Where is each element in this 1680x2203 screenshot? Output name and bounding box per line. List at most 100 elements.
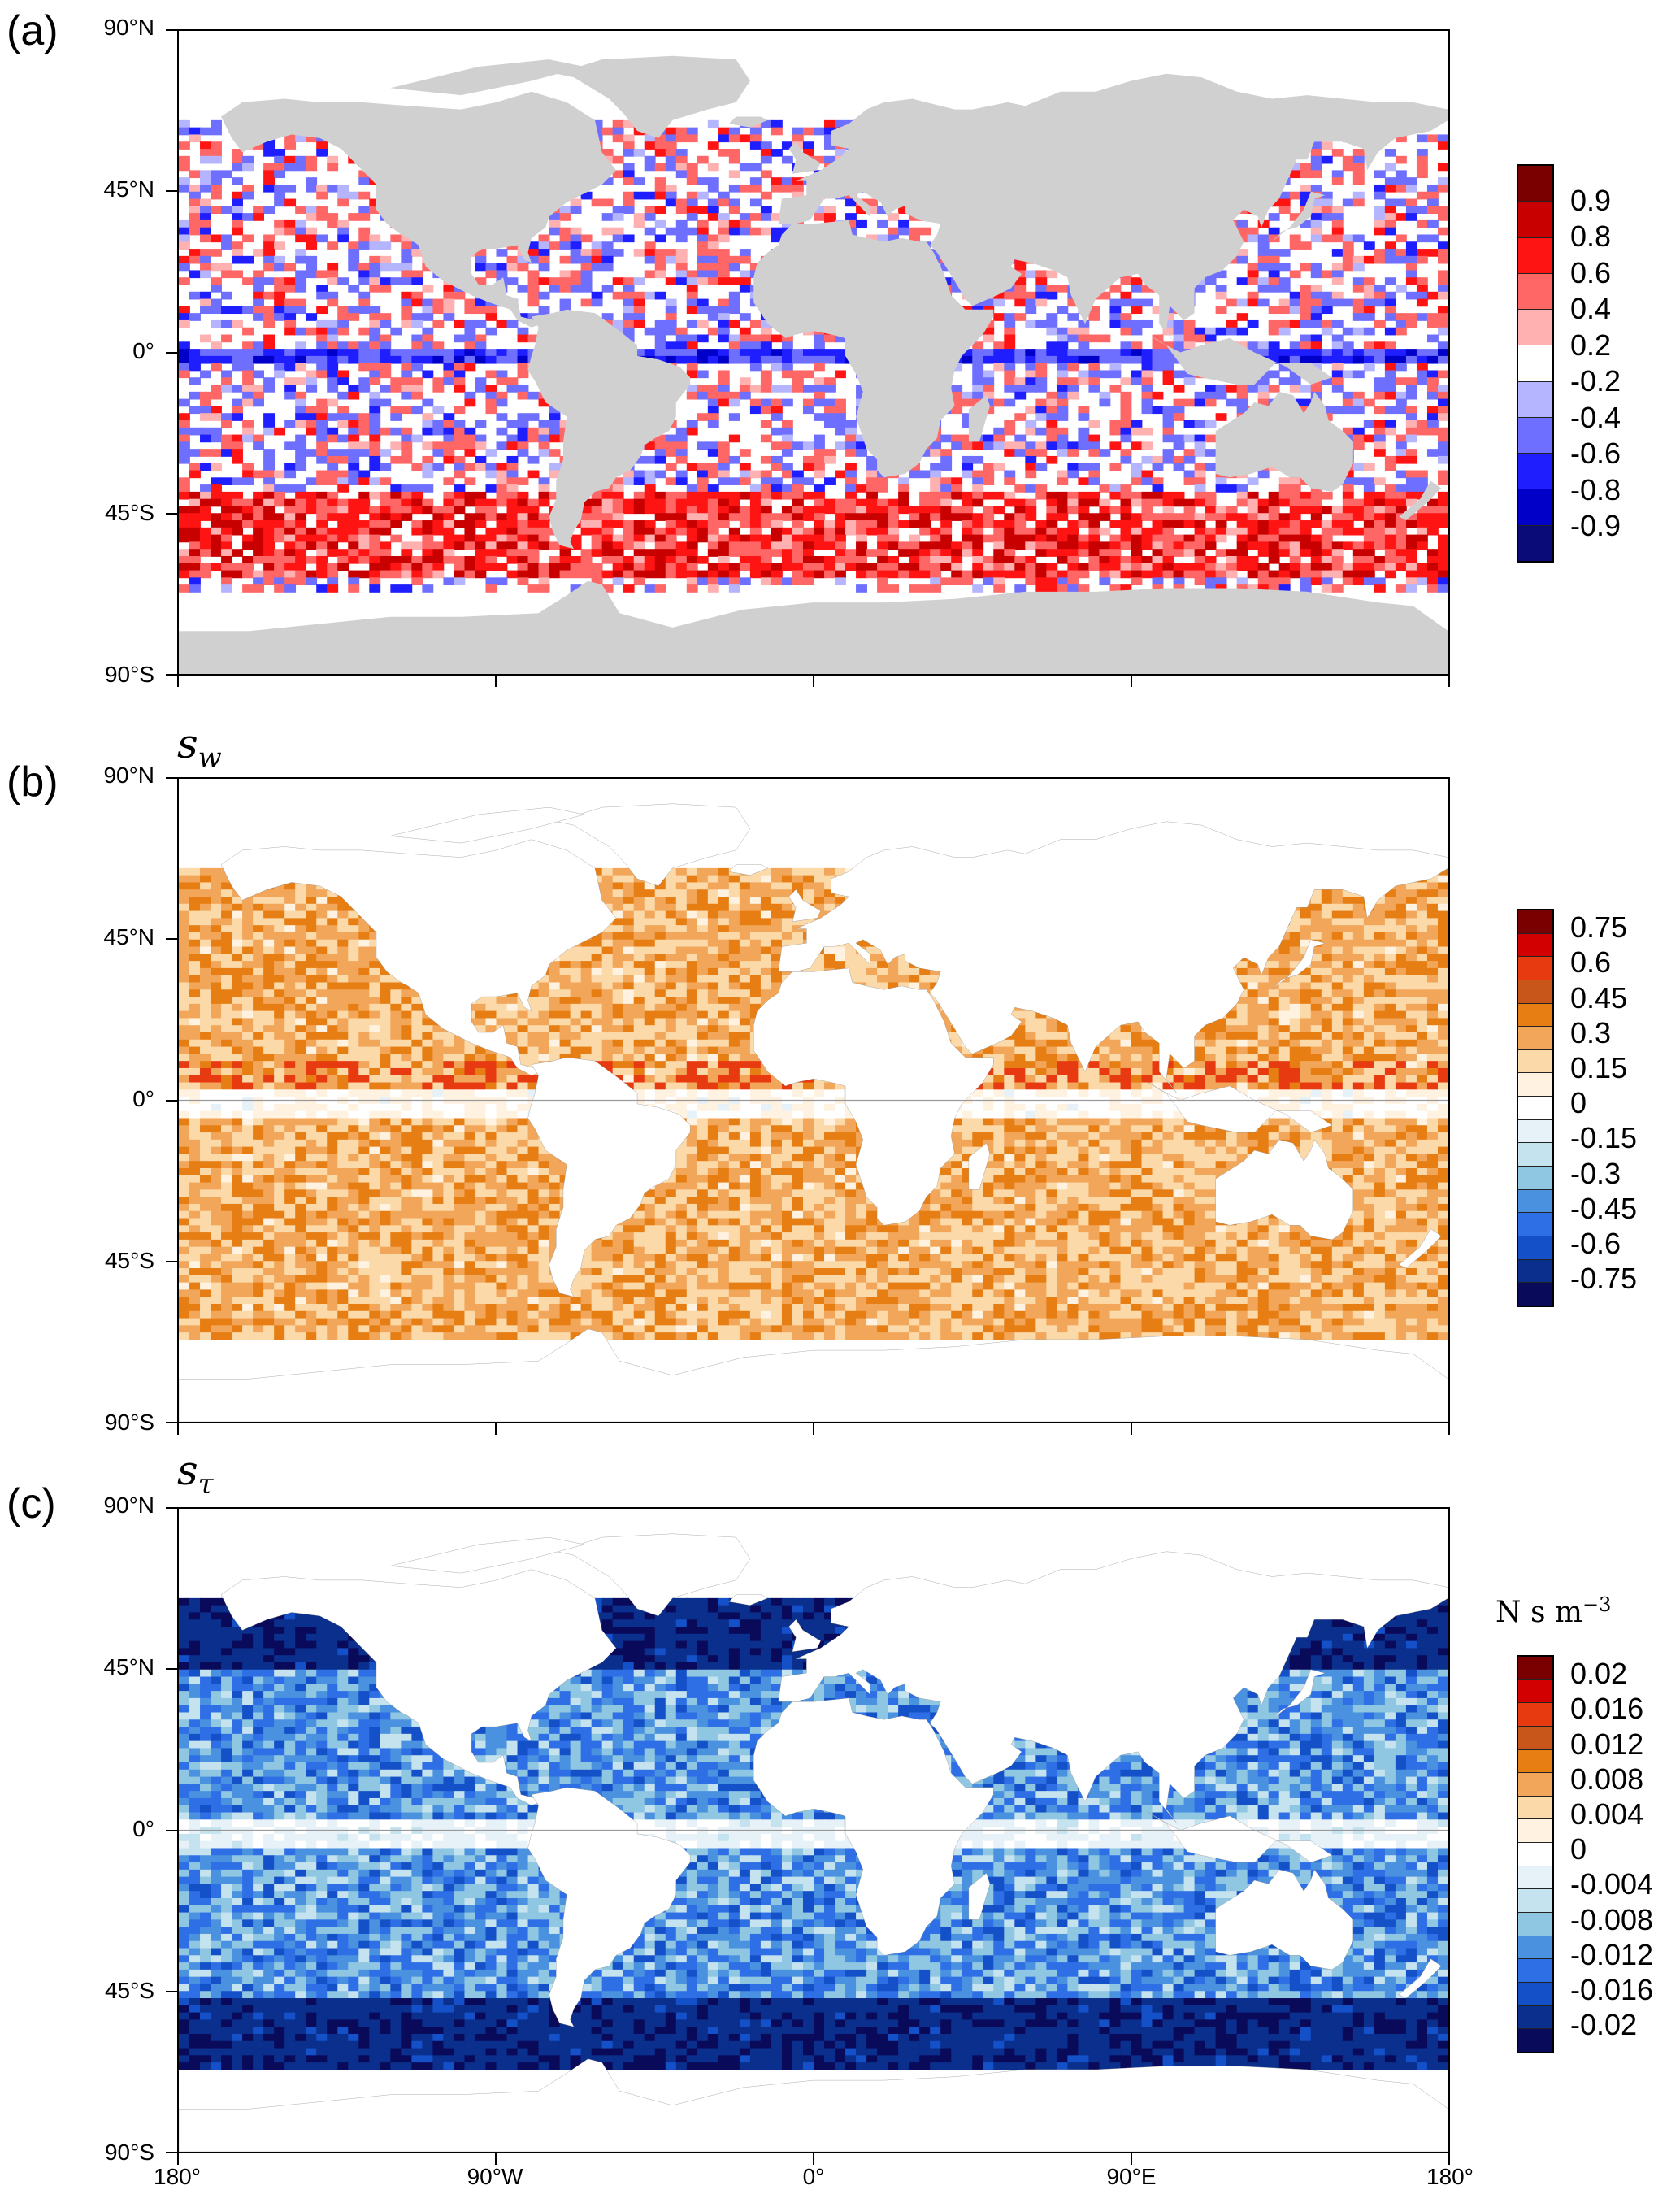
colorbar-label: 0.004 bbox=[1570, 1800, 1643, 1829]
colorbar-box bbox=[1518, 345, 1552, 382]
colorbar-box bbox=[1518, 1119, 1552, 1144]
colorbar-box bbox=[1518, 1283, 1552, 1306]
title-stau: sτ bbox=[177, 1447, 213, 1501]
lon-tick bbox=[1131, 2153, 1132, 2165]
lon-tick bbox=[495, 676, 497, 687]
colorbar-label: 0.4 bbox=[1570, 294, 1611, 324]
colorbar-label: 0.008 bbox=[1570, 1764, 1643, 1794]
lat-label-90n-b: 90°N bbox=[57, 763, 154, 789]
lat-tick bbox=[166, 29, 177, 31]
lat-label-45n-c: 45°N bbox=[57, 1654, 154, 1680]
land-antarctica bbox=[179, 580, 1448, 674]
units-text: N s m bbox=[1496, 1596, 1582, 1629]
colorbar-label: 0 bbox=[1570, 1835, 1587, 1864]
colorbar-c-units: N s m−3 bbox=[1496, 1593, 1611, 1629]
colorbar-box bbox=[1518, 454, 1552, 490]
title-sw-symbol: s bbox=[177, 720, 198, 767]
colorbar-label: 0.02 bbox=[1570, 1659, 1627, 1688]
colorbar-box bbox=[1518, 1819, 1552, 1844]
lat-label-90n: 90°N bbox=[57, 15, 154, 41]
land-eurasia bbox=[779, 1552, 1448, 1823]
land-south-america bbox=[527, 309, 691, 550]
colorbar-box bbox=[1518, 957, 1552, 980]
colorbar-box bbox=[1518, 2029, 1552, 2052]
colorbar-box bbox=[1518, 525, 1552, 561]
land-indonesia bbox=[1148, 334, 1332, 385]
colorbar-label: -0.4 bbox=[1570, 402, 1621, 432]
lat-tick bbox=[166, 1507, 177, 1509]
colorbar-label: -0.2 bbox=[1570, 367, 1621, 396]
land-south-america bbox=[528, 1788, 691, 2027]
land-australia bbox=[1216, 1870, 1353, 1970]
lon-tick bbox=[177, 1423, 179, 1435]
colorbar-label: -0.008 bbox=[1570, 1905, 1653, 1935]
map-a-canvas bbox=[179, 55, 1448, 674]
colorbar-box bbox=[1518, 1679, 1552, 1704]
colorbar-label: 0.3 bbox=[1570, 1018, 1611, 1048]
title-sw: sw bbox=[177, 720, 222, 774]
land-africa bbox=[753, 219, 994, 478]
lat-label-45s: 45°S bbox=[57, 500, 154, 526]
panel-letter-b: (b) bbox=[7, 758, 59, 806]
land-new-zealand bbox=[1399, 480, 1442, 521]
units-sup: −3 bbox=[1582, 1593, 1611, 1616]
lat-tick bbox=[166, 938, 177, 941]
colorbar-box bbox=[1518, 1796, 1552, 1820]
lon-label-90e: 90°E bbox=[1066, 2164, 1196, 2190]
land-new-zealand bbox=[1399, 1959, 1441, 1998]
lat-label-0: 0° bbox=[57, 338, 154, 364]
colorbar-box bbox=[1518, 1982, 1552, 2006]
colorbar-box bbox=[1518, 489, 1552, 526]
land-madagascar bbox=[969, 1873, 990, 1919]
map-b-canvas bbox=[179, 779, 1448, 1422]
land-greenland bbox=[556, 804, 750, 886]
land-arctic-islands bbox=[390, 59, 584, 96]
colorbar-label: -0.3 bbox=[1570, 1158, 1621, 1188]
colorbar-box bbox=[1518, 1049, 1552, 1074]
map-c-canvas bbox=[179, 1509, 1448, 2152]
colorbar-label: 0.2 bbox=[1570, 330, 1611, 360]
lon-label-180e: 180° bbox=[1385, 2164, 1515, 2190]
colorbar-box bbox=[1518, 310, 1552, 346]
land-uk bbox=[789, 889, 821, 922]
land-north-america bbox=[221, 1570, 616, 1805]
map-b bbox=[177, 777, 1450, 1423]
colorbar-label: -0.004 bbox=[1570, 1870, 1653, 1899]
land-indonesia bbox=[1148, 1083, 1332, 1133]
colorbar-box bbox=[1518, 273, 1552, 311]
colorbar-box bbox=[1518, 1959, 1552, 1983]
colorbar-label: -0.02 bbox=[1570, 2010, 1637, 2040]
lat-label-90n-c: 90°N bbox=[57, 1493, 154, 1519]
colorbar-label: 0.012 bbox=[1570, 1729, 1643, 1759]
colorbar-box bbox=[1518, 1726, 1552, 1750]
colorbar-box bbox=[1518, 933, 1552, 958]
land-antarctica bbox=[179, 2059, 1448, 2152]
colorbar-box bbox=[1518, 1003, 1552, 1028]
colorbar-box bbox=[1518, 1167, 1552, 1190]
colorbar-box bbox=[1518, 1097, 1552, 1120]
lat-label-0-c: 0° bbox=[57, 1816, 154, 1842]
colorbar-box bbox=[1518, 237, 1552, 274]
lat-tick bbox=[166, 1668, 177, 1671]
colorbar-box bbox=[1518, 1027, 1552, 1050]
colorbar-label: -0.016 bbox=[1570, 1975, 1653, 2005]
land-iceland bbox=[728, 116, 768, 128]
colorbar-box bbox=[1518, 202, 1552, 238]
lat-tick bbox=[166, 1422, 177, 1423]
lon-tick bbox=[177, 2153, 179, 2165]
lat-label-90s: 90°S bbox=[57, 662, 154, 688]
land-madagascar bbox=[968, 395, 990, 442]
colorbar-box bbox=[1518, 1143, 1552, 1167]
lat-tick bbox=[166, 351, 177, 354]
lon-label-0: 0° bbox=[749, 2164, 879, 2190]
land-greenland bbox=[556, 55, 750, 138]
colorbar-label: -0.9 bbox=[1570, 511, 1621, 541]
lat-label-45n-b: 45°N bbox=[57, 924, 154, 950]
land-antarctica bbox=[179, 1329, 1448, 1422]
colorbar-box bbox=[1518, 1773, 1552, 1797]
colorbar-label: -0.8 bbox=[1570, 475, 1621, 505]
map-c bbox=[177, 1507, 1450, 2153]
colorbar-box bbox=[1518, 2005, 1552, 2030]
lon-tick bbox=[813, 1423, 814, 1435]
land-iceland bbox=[729, 1594, 768, 1605]
